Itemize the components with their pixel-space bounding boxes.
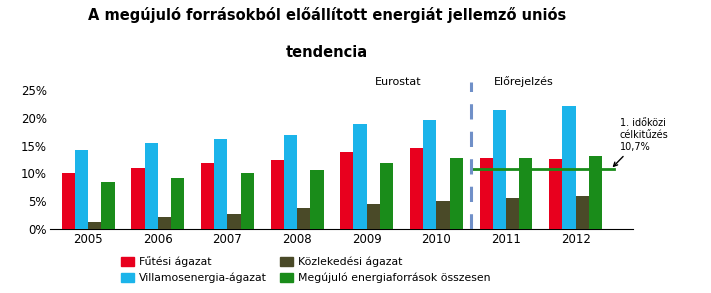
Text: tendencia: tendencia — [286, 45, 368, 60]
Bar — [423, 120, 437, 229]
Bar — [519, 158, 533, 229]
Bar — [576, 197, 589, 229]
Bar — [297, 208, 310, 229]
Bar — [228, 214, 240, 229]
Text: Előrejelzés: Előrejelzés — [493, 76, 553, 87]
Bar — [240, 173, 254, 229]
Bar — [310, 170, 324, 229]
Bar — [479, 158, 493, 229]
Bar — [88, 222, 101, 229]
Bar — [144, 143, 158, 229]
Legend: Fűtési ágazat, Villamosenergia-ágazat, Közlekedési ágazat, Megújuló energiaforrá: Fűtési ágazat, Villamosenergia-ágazat, K… — [117, 252, 495, 288]
Bar — [341, 152, 353, 229]
Bar — [158, 217, 171, 229]
Bar — [589, 156, 602, 229]
Bar — [562, 106, 576, 229]
Bar — [493, 110, 506, 229]
Bar — [214, 139, 228, 229]
Text: Eurostat: Eurostat — [375, 77, 422, 87]
Bar — [271, 160, 284, 229]
Bar — [284, 135, 297, 229]
Bar — [353, 124, 367, 229]
Bar — [62, 173, 75, 229]
Bar — [132, 168, 144, 229]
Bar — [506, 198, 519, 229]
Bar — [201, 163, 214, 229]
Bar — [449, 158, 463, 229]
Bar — [549, 159, 562, 229]
Bar — [437, 202, 449, 229]
Text: A megújuló forrásokból előállított energiát jellemző uniós: A megújuló forrásokból előállított energ… — [88, 7, 566, 23]
Bar — [380, 163, 393, 229]
Bar — [171, 178, 184, 229]
Bar — [101, 182, 114, 229]
Bar — [75, 150, 88, 229]
Text: 1. időközi
célkitűzés
10,7%: 1. időközi célkitűzés 10,7% — [614, 118, 668, 166]
Bar — [410, 148, 423, 229]
Bar — [367, 204, 380, 229]
